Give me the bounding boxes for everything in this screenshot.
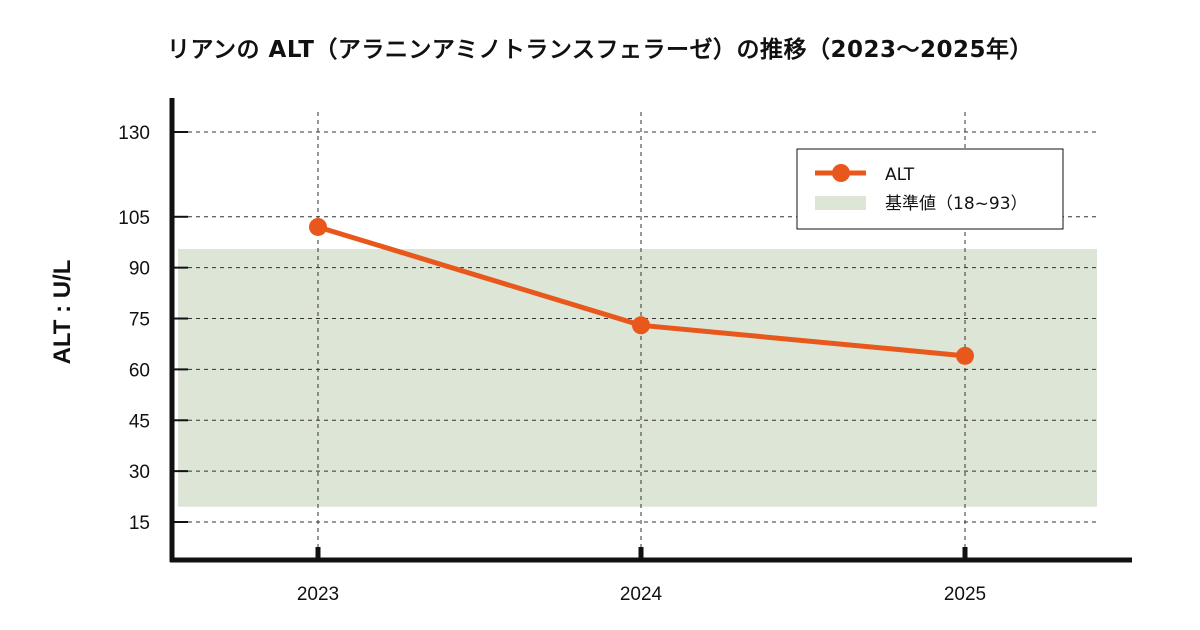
legend-box xyxy=(796,148,1064,230)
y-tick-label: 75 xyxy=(129,310,150,331)
reference-range-band xyxy=(178,249,1097,507)
y-tick-label: 130 xyxy=(118,123,150,144)
y-tick-label: 105 xyxy=(118,208,150,229)
y-axis-label: ALT : U/L xyxy=(49,260,76,365)
legend-alt-label: ALT xyxy=(885,165,915,185)
x-tick-label: 2025 xyxy=(944,584,986,605)
legend-band-label: 基準値（18~93） xyxy=(885,194,1028,214)
y-tick-label: 60 xyxy=(129,360,150,381)
y-tick-label: 15 xyxy=(129,513,150,534)
alt-data-point xyxy=(632,316,650,335)
y-tick-label: 90 xyxy=(129,259,150,280)
x-tick-label: 2024 xyxy=(620,584,663,605)
alt-data-point xyxy=(309,217,327,236)
chart-title: リアンの ALT（アラニンアミノトランスフェラーゼ）の推移（2023〜2025年… xyxy=(166,37,1034,63)
legend-band-swatch xyxy=(815,196,866,210)
alt-data-point xyxy=(956,346,974,365)
x-tick-label: 2023 xyxy=(297,584,339,605)
legend-alt-marker-swatch xyxy=(832,164,850,182)
y-tick-label: 30 xyxy=(129,462,150,483)
y-tick-label: 45 xyxy=(129,411,150,432)
